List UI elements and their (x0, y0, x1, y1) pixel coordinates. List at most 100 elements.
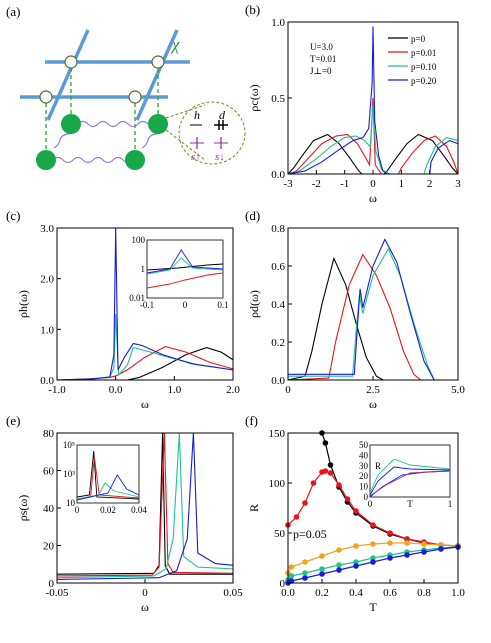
inset-y-tick-label: 10⁵ (63, 440, 75, 450)
inset-series-line (76, 450, 140, 500)
series-line (287, 546, 459, 584)
inset-y-tick-label: 10 (66, 498, 76, 508)
inset-y-tick-label: 0 (364, 492, 369, 502)
inset-series-line (369, 466, 451, 496)
series-annotation: p=0.05 (293, 527, 327, 541)
inset-x-tick-label: 0 (75, 505, 80, 515)
inset-y-tick-label: 0.01 (129, 293, 145, 303)
data-point (404, 552, 410, 558)
x-tick-label: 0.05 (223, 587, 243, 599)
data-point (302, 500, 308, 506)
spring-line (77, 120, 157, 128)
series-line (287, 105, 459, 175)
series-line (287, 133, 459, 175)
y-tick-label: 20 (43, 541, 55, 553)
y-tick-label: 80 (43, 428, 55, 440)
y-tick-label: 0.6 (271, 261, 285, 273)
x-tick-label: 0.0 (109, 384, 123, 396)
x-tick-label: 0 (285, 384, 291, 396)
series-line (56, 227, 234, 381)
inset-x-tick-label: 0 (183, 300, 188, 310)
series-line (321, 432, 459, 547)
x-tick-label: 1 (399, 178, 405, 190)
y-tick-label: 0 (49, 578, 55, 590)
data-point (421, 549, 427, 555)
data-point (387, 530, 393, 536)
y-tick-label: 40 (43, 503, 55, 515)
annotation-text: U=3.0 (310, 42, 333, 52)
y-tick-label: 1.0 (40, 324, 54, 336)
x-tick-label: -1.0 (48, 384, 66, 396)
panel-d-chart: (d) 0 2.5 5.0 0.0 0.2 0.4 0.6 0.8 ω ρd(ω) (245, 208, 465, 411)
y-axis-label: R (247, 504, 261, 512)
data-point (438, 546, 444, 552)
s-dn-label: s↓ (215, 151, 225, 163)
data-point (322, 440, 329, 446)
inset-y-tick-label: 10 (359, 482, 369, 492)
inset-y-tick-label: 10³ (63, 469, 75, 479)
lattice-site (39, 90, 53, 104)
annotation-text: J⊥=0 (310, 66, 332, 76)
lattice-line (135, 29, 179, 121)
data-point (310, 480, 317, 486)
data-point (293, 514, 300, 520)
inset-y-tick-label: 1 (141, 264, 146, 274)
inset-series-line (146, 249, 224, 274)
series-line (287, 470, 459, 547)
x-tick-label: 0.6 (383, 587, 397, 599)
data-point (370, 555, 376, 561)
spin-site (125, 150, 145, 170)
inset-x-axis-label: T (407, 499, 413, 509)
inset-series-line (146, 272, 224, 289)
h-label: h (194, 108, 200, 122)
data-point (387, 540, 393, 546)
x-tick-label: 0.8 (417, 587, 431, 599)
series-line (57, 346, 234, 381)
lattice-site (64, 55, 78, 69)
y-tick-label: 60 (43, 466, 55, 478)
y-axis-label: ρh(ω) (16, 290, 30, 318)
inset-x-tick-label: 1 (448, 499, 453, 509)
plot-frame (287, 432, 459, 584)
data-point (404, 540, 410, 546)
legend-label: p=0.20 (411, 76, 437, 86)
data-point (387, 555, 393, 561)
inset-y-tick-label: 40 (359, 450, 369, 460)
lattice-line (46, 29, 90, 121)
panel-label: (d) (245, 208, 260, 223)
data-point (319, 571, 325, 577)
series-line (56, 432, 234, 581)
y-tick-label: 2.0 (40, 274, 54, 286)
zoom-ellipse (178, 101, 246, 165)
legend-label: p=0 (411, 34, 426, 44)
panel-label: (b) (245, 2, 260, 17)
coupling-links (45, 68, 159, 152)
x-tick-label: 1.0 (167, 384, 181, 396)
data-point (353, 543, 359, 549)
zoom-connector (165, 104, 206, 119)
panel-label-a: (a) (6, 4, 20, 19)
x-axis-label: ω (369, 191, 377, 205)
y-tick-label: 1.0 (271, 17, 285, 29)
legend-label: p=0.10 (411, 62, 437, 72)
inset-series-line (76, 474, 140, 501)
y-axis-label: ρd(ω) (247, 290, 261, 318)
x-tick-label: 5.0 (451, 384, 465, 396)
y-tick-label: 150 (269, 428, 286, 440)
x-axis-label: ω (141, 397, 149, 411)
lattice-site (128, 90, 142, 104)
data-point (404, 536, 410, 542)
x-tick-label: -2 (312, 178, 321, 190)
data-point (327, 470, 334, 476)
spring-line (52, 156, 133, 164)
x-tick-label: 1.0 (451, 587, 465, 599)
x-tick-label: -1 (340, 178, 349, 190)
inset-x-tick-label: -0.1 (140, 300, 154, 310)
data-point (302, 570, 308, 576)
spin-site (61, 114, 81, 134)
x-tick-label: 0 (142, 587, 148, 599)
inset-series-line (369, 458, 451, 494)
data-point (327, 462, 334, 468)
